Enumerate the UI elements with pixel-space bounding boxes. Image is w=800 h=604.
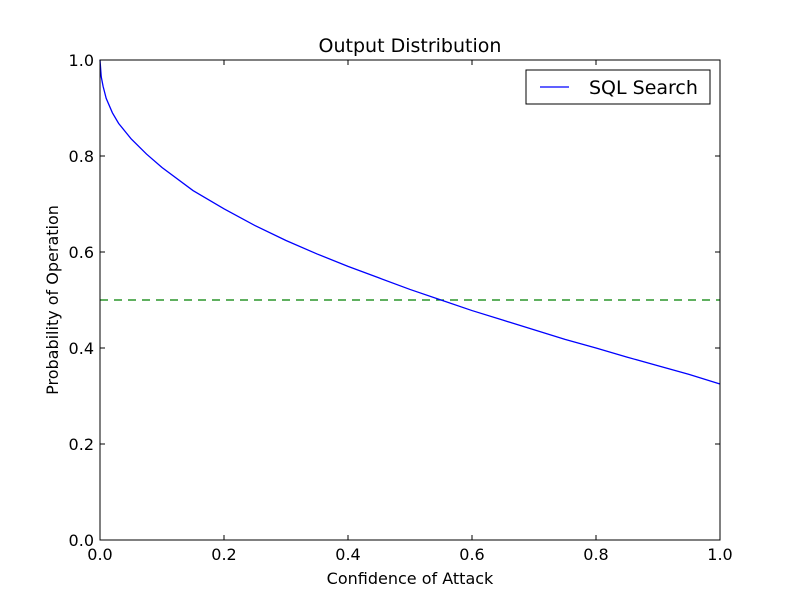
y-tick-label: 0.2 (69, 435, 94, 454)
y-tick-label: 0.8 (69, 147, 94, 166)
y-tick-label: 0.4 (69, 339, 94, 358)
legend-label-sql-search: SQL Search (589, 77, 698, 99)
plot-frame (99, 59, 721, 541)
x-tick-label: 0.8 (583, 545, 608, 564)
y-tick-label: 0.0 (69, 531, 94, 550)
chart-title: Output Distribution (319, 35, 502, 57)
x-tick-label: 0.6 (459, 545, 484, 564)
x-tick-label: 1.0 (707, 545, 732, 564)
series-line-sql-search (99, 59, 721, 385)
y-tick-label: 1.0 (69, 51, 94, 70)
y-axis-label: Probability of Operation (43, 205, 62, 395)
x-tick-label: 0.4 (335, 545, 360, 564)
y-tick-label: 0.6 (69, 243, 94, 262)
x-tick-label: 0.2 (211, 545, 236, 564)
x-tick-label: 0.0 (87, 545, 112, 564)
legend: SQL Search (525, 69, 711, 105)
y-axis-ticks: 0.0 0.2 0.4 0.6 0.8 1.0 (69, 51, 720, 550)
x-axis-label: Confidence of Attack (327, 569, 494, 588)
